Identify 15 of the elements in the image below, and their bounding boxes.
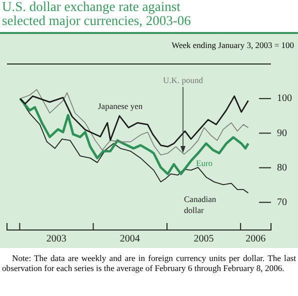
x-tick-label: 2004 (120, 234, 140, 245)
series-label: Canadian dollar (184, 194, 217, 216)
x-tick-label: 2006 (246, 234, 266, 245)
x-tick-label: 2003 (46, 234, 66, 245)
y-tick-label: 80 (277, 162, 287, 174)
chart-subtitle: Week ending January 3, 2003 = 100 (170, 39, 295, 52)
series-label: Euro (196, 158, 213, 168)
y-tick-label: 90 (277, 128, 287, 139)
x-tick-label: 2005 (194, 234, 214, 245)
chart-title: U.S. dollar exchange rate against selected major currencies, 2003-06 (1, 0, 192, 30)
series-label: Japanese yen (98, 101, 144, 112)
y-tick-label: 100 (277, 93, 292, 104)
text: Note: The data are weekly and are in foreign currency units per dollar. The last observation for each series is the average of February 6 through February 8, 2006. (2, 253, 296, 273)
text: U.K. pound (163, 75, 204, 86)
y-tick-label: 70 (277, 196, 287, 208)
